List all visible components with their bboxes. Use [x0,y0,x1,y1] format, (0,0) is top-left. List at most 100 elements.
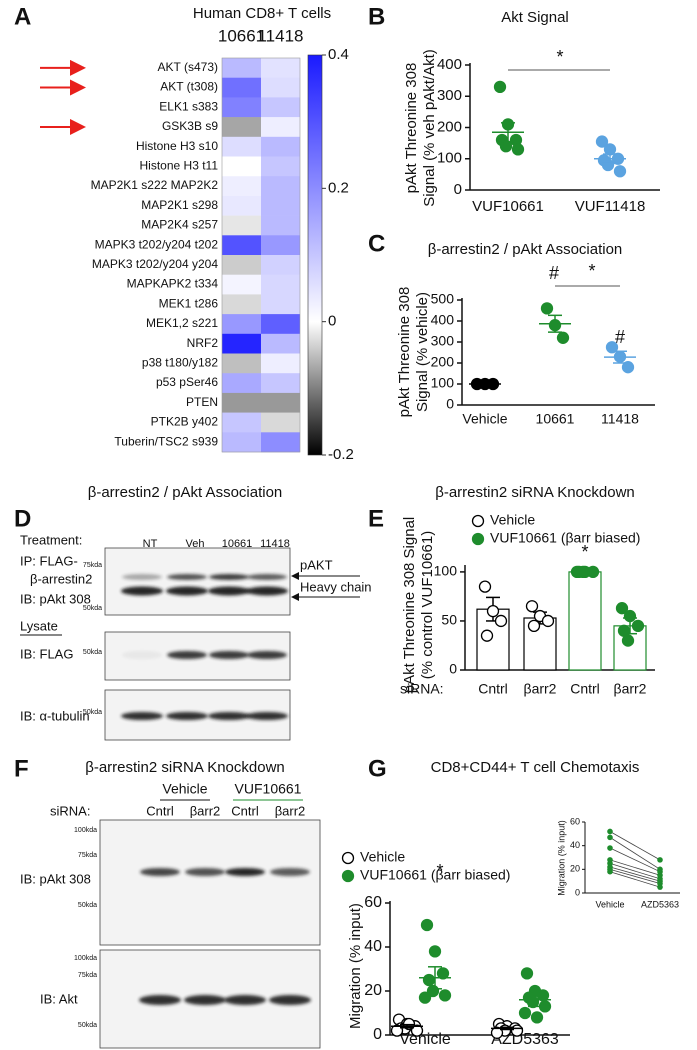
data-point [607,868,613,875]
heatmap-cell [222,235,261,256]
y-axis-label: Migration (% input) [347,903,364,1029]
colorbar-tick-label: 0 [328,313,336,330]
series-line [609,831,661,861]
legend-marker [341,869,355,883]
blot-band [246,586,288,596]
y-tick-label: 100 [437,150,462,167]
panel-letter: F [14,755,29,782]
heatmap-cell [222,373,261,394]
size-marker: 50kda [78,1022,97,1029]
row-label: MAPK3 t202/y204 t202 [95,237,219,251]
size-marker: 75kda [83,562,102,569]
row-label: MAPK3 t202/y204 y204 [92,257,218,271]
heatmap-cell [222,97,261,118]
y-axis-label: Migration (% input) [556,820,566,896]
heatmap-cell [261,255,300,275]
row-label: Histone H3 t11 [140,159,219,173]
row-label: p38 t180/y182 [142,356,218,370]
data-point [428,945,442,958]
heatmap-cell [261,353,300,374]
blot-band [121,586,163,596]
y-tick-label: 60 [364,894,382,911]
y-tick-label: 40 [570,840,580,850]
y-tick-label: 200 [437,118,462,135]
row-label: ELK1 s383 [159,99,218,113]
blot-label: IB: Akt [40,991,78,1006]
y-tick-label: 0 [575,887,580,897]
lane-label: βarr2 [190,803,221,818]
column-label: 11418 [257,26,303,45]
row-label: PTK2B y402 [151,415,219,429]
x-tick-label: VUF10661 [472,198,544,215]
annotation: # [549,263,559,283]
group-label: VUF10661 [235,781,302,797]
blot-band [209,574,249,580]
panel-letter: G [368,755,387,782]
y-tick-label: 20 [364,982,382,999]
lane-label: 11418 [260,538,290,550]
heatmap-cell [261,235,300,256]
data-point [607,828,613,835]
y-tick-label: 0 [373,1026,382,1043]
y-tick-label: 100 [431,375,455,391]
y-tick-label: 40 [364,938,382,955]
heatmap-cell [222,176,261,197]
heatmap-cell [222,215,261,236]
row-label: MAP2K1 s298 [141,198,218,212]
data-point [436,967,450,980]
data-point [410,1024,424,1037]
lane-label: Cntrl [146,803,174,818]
row-label: Tuberin/TSC2 s939 [114,434,218,448]
blot-band [166,712,208,720]
series-line [609,837,661,870]
heatmap-cell [261,412,300,433]
blot-band [167,574,207,580]
heatmap-cell [222,412,261,433]
series-line [609,868,661,884]
blot-label: IB: pAkt 308 [20,871,91,886]
y-tick-label: 20 [570,864,580,874]
legend-label: Vehicle [490,512,535,528]
data-point [576,565,590,579]
panel-letter: A [14,3,31,30]
data-point [520,967,534,980]
data-point [607,845,613,851]
heatmap-cell [261,432,300,453]
lane-label: NT [143,538,158,550]
row-label: GSK3B s9 [162,119,218,133]
panel-letter: B [368,3,385,30]
data-point [540,302,554,315]
heatmap-cell [261,215,300,236]
bar [568,571,602,671]
lane-label: 10661 [222,538,253,550]
legend-marker [341,851,355,865]
data-point [530,1011,544,1024]
x-tick-label: βarr2 [524,681,557,697]
heatmap-cell [261,176,300,197]
x-tick-label: βarr2 [614,681,647,697]
x-tick-label: Vehicle [399,1031,451,1048]
blot-label: Lysate [20,618,58,633]
blot-band [122,651,162,659]
x-tick-label: Cntrl [570,681,600,697]
blot-label: IB: FLAG [20,646,73,661]
annotation: * [436,861,443,881]
x-axis-label: siRNA: [400,681,444,697]
blot-band [269,995,311,1005]
y-tick-label: 100 [434,563,458,579]
blot-image [104,547,291,616]
heatmap-cell [222,195,261,216]
heatmap-cell [222,136,261,157]
panel-letter: C [368,230,385,257]
chart-title: Human CD8+ T cells [193,5,331,22]
x-tick-label: Vehicle [595,899,624,909]
row-label: Histone H3 s10 [136,139,218,153]
y-axis-label: pAkt Threonine 308 [396,287,413,418]
x-tick-label: Cntrl [478,681,508,697]
row-label: MEK1,2 s221 [146,316,218,330]
legend-marker [471,532,485,546]
heatmap-cell [222,255,261,275]
colorbar-tick-label: 0.2 [328,179,349,196]
data-point [494,614,508,628]
panel-letter: D [14,505,31,532]
